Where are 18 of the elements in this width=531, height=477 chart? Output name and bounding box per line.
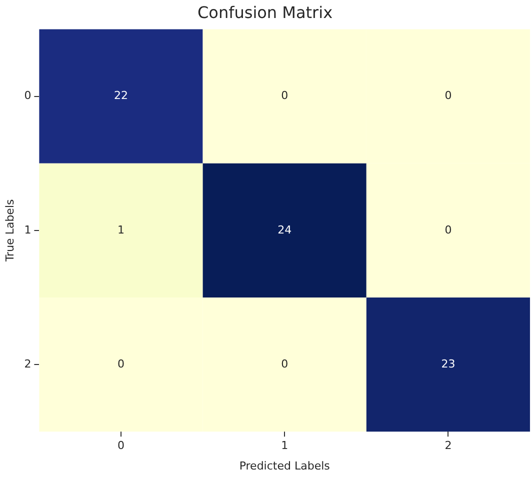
x-axis-title: Predicted Labels [239,459,330,472]
data-label: 1 [118,223,124,236]
y-tick-label: 2 [24,357,32,370]
data-label: 0 [118,357,124,370]
y-tick-label: 1 [24,223,32,236]
data-label: 0 [444,89,452,102]
chart-title: Confusion Matrix [197,2,333,22]
x-tick-label: 2 [444,439,452,452]
x-tick-label: 0 [118,439,124,452]
data-label: 0 [444,223,452,236]
data-label: 0 [281,357,288,370]
x-tick-label: 1 [281,439,288,452]
y-axis-title: True Labels [3,199,16,263]
y-tick-label: 0 [24,89,32,102]
data-label: 0 [281,89,288,102]
data-label: 22 [114,89,128,102]
data-label: 24 [278,223,292,236]
data-label: 23 [441,357,456,370]
